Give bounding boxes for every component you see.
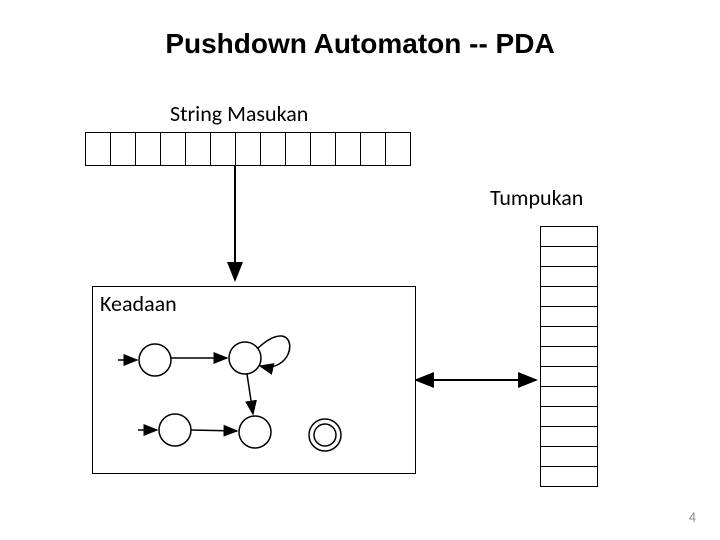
- states-label: Keadaan: [100, 290, 177, 317]
- stack-cell: [541, 407, 597, 427]
- stack-cell: [541, 267, 597, 287]
- stack-cell: [541, 427, 597, 447]
- tape-cell: [136, 133, 161, 165]
- input-tape: [85, 132, 411, 166]
- stack-box: [540, 226, 598, 487]
- tape-cell: [186, 133, 211, 165]
- stack-cell: [541, 287, 597, 307]
- stack-cell: [541, 447, 597, 467]
- page-number: 4: [689, 509, 696, 526]
- tape-cell: [236, 133, 261, 165]
- tape-cell: [311, 133, 336, 165]
- stack-cell: [541, 307, 597, 327]
- tape-cell: [211, 133, 236, 165]
- input-string-label: String Masukan: [170, 100, 308, 127]
- tape-cell: [161, 133, 186, 165]
- tape-cell: [286, 133, 311, 165]
- tape-cell: [111, 133, 136, 165]
- page-title: Pushdown Automaton -- PDA: [0, 28, 720, 60]
- stack-cell: [541, 347, 597, 367]
- tape-cell: [86, 133, 111, 165]
- tape-cell: [361, 133, 386, 165]
- stack-label: Tumpukan: [490, 184, 583, 211]
- tape-cell: [386, 133, 410, 165]
- stack-cell: [541, 387, 597, 407]
- stack-cell: [541, 247, 597, 267]
- stack-cell: [541, 367, 597, 387]
- stack-cell: [541, 467, 597, 486]
- tape-cell: [261, 133, 286, 165]
- stack-cell: [541, 227, 597, 247]
- tape-cell: [336, 133, 361, 165]
- stack-cell: [541, 327, 597, 347]
